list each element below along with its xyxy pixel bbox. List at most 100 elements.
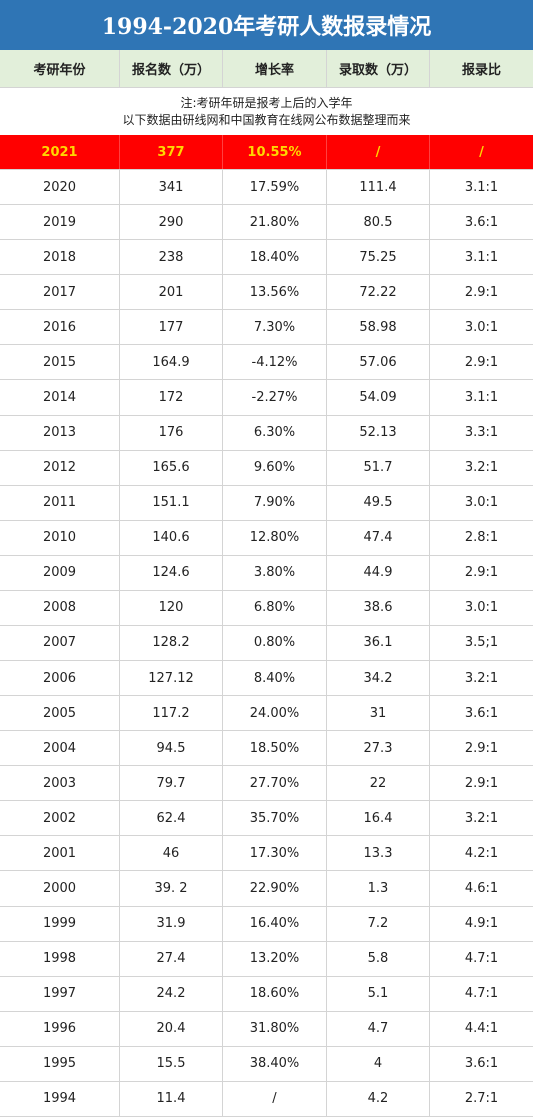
cell: 2021	[0, 135, 120, 169]
cell: 2.9:1	[464, 354, 499, 370]
cell: 2007	[0, 625, 120, 661]
cell: 2017	[0, 275, 120, 310]
cell: /	[223, 1081, 327, 1116]
cell: 2016	[0, 310, 120, 345]
cell: 4.7	[327, 1011, 430, 1046]
cell: 176	[120, 415, 223, 450]
cell: 2.9:1	[464, 284, 499, 300]
cell: 2.9:1	[464, 565, 499, 581]
cell: 24.00%	[223, 696, 327, 731]
cell: 1.3	[327, 871, 430, 906]
cell: 17.59%	[223, 170, 327, 205]
cell: 1999	[0, 906, 120, 941]
cell: 54.09	[327, 380, 430, 415]
cell: 35.70%	[223, 801, 327, 836]
table-row: 2009 124.6 3.80% 44.9 2.9:1	[0, 555, 533, 591]
cell: 3.6:1	[464, 705, 499, 721]
cell: 128.2	[120, 625, 223, 661]
cell: 38.40%	[223, 1046, 327, 1081]
table-row: 1994 11.4/4.2 2.7:1	[0, 1081, 533, 1117]
cell: 7.90%	[223, 485, 327, 520]
cell: 13.20%	[223, 941, 327, 976]
cell: 4.2	[327, 1081, 430, 1116]
cell: 12.80%	[223, 520, 327, 555]
cell: 31.9	[120, 906, 223, 941]
table-row: 2006 127.12 8.40% 34.2 3.2:1	[0, 661, 533, 697]
title-bar: 1994-2020年考研人数报录情况	[0, 0, 533, 50]
notes: 注:考研年研是报考上后的入学年以下数据由研线网和中国教育在线网公布数据整理而来	[0, 88, 533, 136]
cell: 120	[120, 590, 223, 625]
cell: 57.06	[327, 345, 430, 380]
highlight-row: 2021 377 10.55% / /	[0, 135, 533, 170]
cell: 27.4	[120, 941, 223, 976]
table-row: 2019 290 21.80% 80.5 3.6:1	[0, 205, 533, 241]
table-row: 2016 177 7.30% 58.98 3.0:1	[0, 310, 533, 346]
cell: 111.4	[327, 170, 430, 205]
cell: 2002	[0, 801, 120, 836]
cell: 4.4:1	[464, 1021, 499, 1037]
cell: 165.6	[120, 450, 223, 485]
cell: 2014	[0, 380, 120, 415]
cell: /	[327, 135, 430, 169]
table-row: 1999 31.9 16.40% 7.2 4.9:1	[0, 906, 533, 942]
table-row: 2011 151.1 7.90% 49.5 3.0:1	[0, 485, 533, 521]
cell: 3.3:1	[464, 425, 499, 441]
header-row: 考研年份 报名数（万） 增长率 录取数（万） 报录比	[0, 50, 533, 88]
cell: 3.6:1	[464, 214, 499, 230]
cell: 3.1:1	[464, 179, 499, 195]
cell: 44.9	[327, 555, 430, 590]
cell: 4.9:1	[464, 916, 499, 932]
cell: 6.80%	[223, 590, 327, 625]
cell: 考研年份	[0, 50, 120, 87]
cell: 18.40%	[223, 240, 327, 275]
table-row: 1996 20.4 31.80% 4.7 4.4:1	[0, 1011, 533, 1047]
cell: 4.7:1	[464, 986, 499, 1002]
cell: 2011	[0, 485, 120, 520]
table-row: 1998 27.4 13.20% 5.8 4.7:1	[0, 941, 533, 977]
note-line: 注:考研年研是报考上后的入学年	[180, 95, 353, 110]
cell: 2013	[0, 415, 120, 450]
table-row: 2008 120 6.80% 38.6 3.0:1	[0, 590, 533, 626]
cell: 117.2	[120, 696, 223, 731]
cell: 2009	[0, 555, 120, 590]
cell: 1994	[0, 1081, 120, 1116]
cell: 290	[120, 205, 223, 240]
cell: 20.4	[120, 1011, 223, 1046]
note-line: 以下数据由研线网和中国教育在线网公布数据整理而来	[122, 112, 411, 127]
cell: 3.0:1	[464, 600, 499, 616]
cell: 2020	[0, 170, 120, 205]
cell: 51.7	[327, 450, 430, 485]
cell: 1997	[0, 976, 120, 1011]
table-row: 2015 164.9 -4.12% 57.06 2.9:1	[0, 345, 533, 381]
cell: 3.0:1	[464, 319, 499, 335]
cell: 4	[327, 1046, 430, 1081]
cell: 3.6:1	[464, 1056, 499, 1072]
table-row: 2013 176 6.30% 52.13 3.3:1	[0, 415, 533, 451]
cell: 3.80%	[223, 555, 327, 590]
cell: 2003	[0, 766, 120, 801]
cell: 17.30%	[223, 836, 327, 871]
table-row: 2002 62.4 35.70% 16.4 3.2:1	[0, 801, 533, 837]
cell: 2006	[0, 661, 120, 696]
cell: 94.5	[120, 731, 223, 766]
cell: 34.2	[327, 661, 430, 696]
cell: 7.2	[327, 906, 430, 941]
cell: -4.12%	[223, 345, 327, 380]
table-row: 2007 128.2 0.80% 36.1 3.5;1	[0, 625, 533, 662]
cell: 18.60%	[223, 976, 327, 1011]
cell: 4.6:1	[464, 881, 499, 896]
cell: 72.22	[327, 275, 430, 310]
cell: 3.0:1	[464, 495, 499, 511]
table-row: 2004 94.5 18.50% 27.3 2.9:1	[0, 731, 533, 767]
cell: 0.80%	[223, 625, 327, 661]
cell: 377	[120, 135, 223, 169]
table-row: 2000 39. 2 22.90% 1.3 4.6:1	[0, 871, 533, 907]
cell: 75.25	[327, 240, 430, 275]
cell: 31.80%	[223, 1011, 327, 1046]
cell: 7.30%	[223, 310, 327, 345]
cell: /	[479, 144, 484, 160]
table-row: 2014 172 -2.27% 54.09 3.1:1	[0, 380, 533, 416]
cell: 16.40%	[223, 906, 327, 941]
cell: 58.98	[327, 310, 430, 345]
